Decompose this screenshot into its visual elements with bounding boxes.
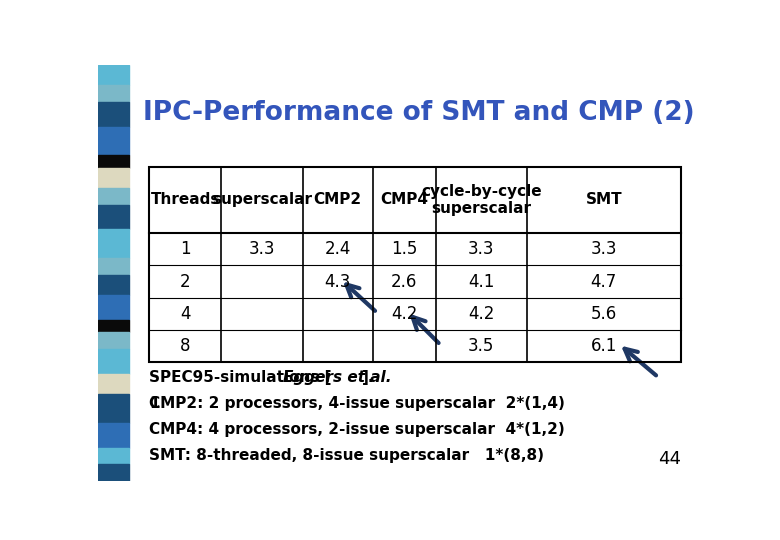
Text: CMP4: CMP4 — [381, 192, 428, 207]
Text: CMP2: 2 processors, 4-issue superscalar  2*(1,4): CMP2: 2 processors, 4-issue superscalar … — [149, 396, 565, 411]
Text: ].: ]. — [362, 370, 374, 386]
Text: 4.2: 4.2 — [468, 305, 495, 323]
FancyBboxPatch shape — [98, 394, 129, 423]
Text: 4.7: 4.7 — [590, 273, 617, 291]
Text: 4.3: 4.3 — [324, 273, 351, 291]
Text: 4.1: 4.1 — [468, 273, 495, 291]
FancyBboxPatch shape — [98, 102, 129, 126]
Text: 4.2: 4.2 — [391, 305, 417, 323]
Text: CMP2: CMP2 — [314, 192, 362, 207]
Text: 1: 1 — [180, 240, 190, 258]
FancyBboxPatch shape — [98, 374, 129, 394]
FancyBboxPatch shape — [98, 333, 129, 349]
Text: IPC-Performance of SMT and CMP (2): IPC-Performance of SMT and CMP (2) — [143, 100, 694, 126]
FancyBboxPatch shape — [98, 258, 129, 275]
FancyBboxPatch shape — [98, 205, 129, 230]
FancyBboxPatch shape — [98, 188, 129, 205]
FancyBboxPatch shape — [98, 448, 129, 464]
Text: 2.4: 2.4 — [324, 240, 351, 258]
FancyBboxPatch shape — [98, 230, 129, 258]
FancyBboxPatch shape — [98, 156, 129, 168]
FancyBboxPatch shape — [98, 423, 129, 448]
Text: 2.6: 2.6 — [391, 273, 417, 291]
FancyBboxPatch shape — [98, 464, 129, 481]
Text: 6.1: 6.1 — [590, 337, 617, 355]
Text: 1: 1 — [149, 396, 159, 411]
Text: Eggers et al.: Eggers et al. — [283, 370, 392, 386]
Text: 3.3: 3.3 — [249, 240, 275, 258]
Text: 44: 44 — [658, 450, 681, 468]
Bar — [149, 167, 681, 362]
Text: 5.6: 5.6 — [590, 305, 617, 323]
Text: SMT: SMT — [586, 192, 622, 207]
Text: 2: 2 — [180, 273, 190, 291]
Text: cycle-by-cycle
superscalar: cycle-by-cycle superscalar — [421, 184, 541, 216]
Text: 3.3: 3.3 — [590, 240, 617, 258]
Text: 4: 4 — [180, 305, 190, 323]
Text: superscalar: superscalar — [212, 192, 312, 207]
FancyBboxPatch shape — [98, 126, 129, 156]
FancyBboxPatch shape — [98, 85, 129, 102]
Text: 3.3: 3.3 — [468, 240, 495, 258]
Text: SMT: 8-threaded, 8-issue superscalar   1*(8,8): SMT: 8-threaded, 8-issue superscalar 1*(… — [149, 448, 544, 463]
Text: SPEC95-simulations [: SPEC95-simulations [ — [149, 370, 332, 386]
Text: 8: 8 — [180, 337, 190, 355]
FancyBboxPatch shape — [98, 320, 129, 333]
Text: 3.5: 3.5 — [468, 337, 495, 355]
Text: CMP4: 4 processors, 2-issue superscalar  4*(1,2): CMP4: 4 processors, 2-issue superscalar … — [149, 422, 565, 437]
FancyBboxPatch shape — [98, 275, 129, 295]
FancyBboxPatch shape — [98, 65, 129, 85]
Text: Threads: Threads — [151, 192, 220, 207]
FancyBboxPatch shape — [98, 168, 129, 188]
Text: 1.5: 1.5 — [391, 240, 417, 258]
FancyBboxPatch shape — [98, 349, 129, 374]
FancyBboxPatch shape — [98, 295, 129, 320]
